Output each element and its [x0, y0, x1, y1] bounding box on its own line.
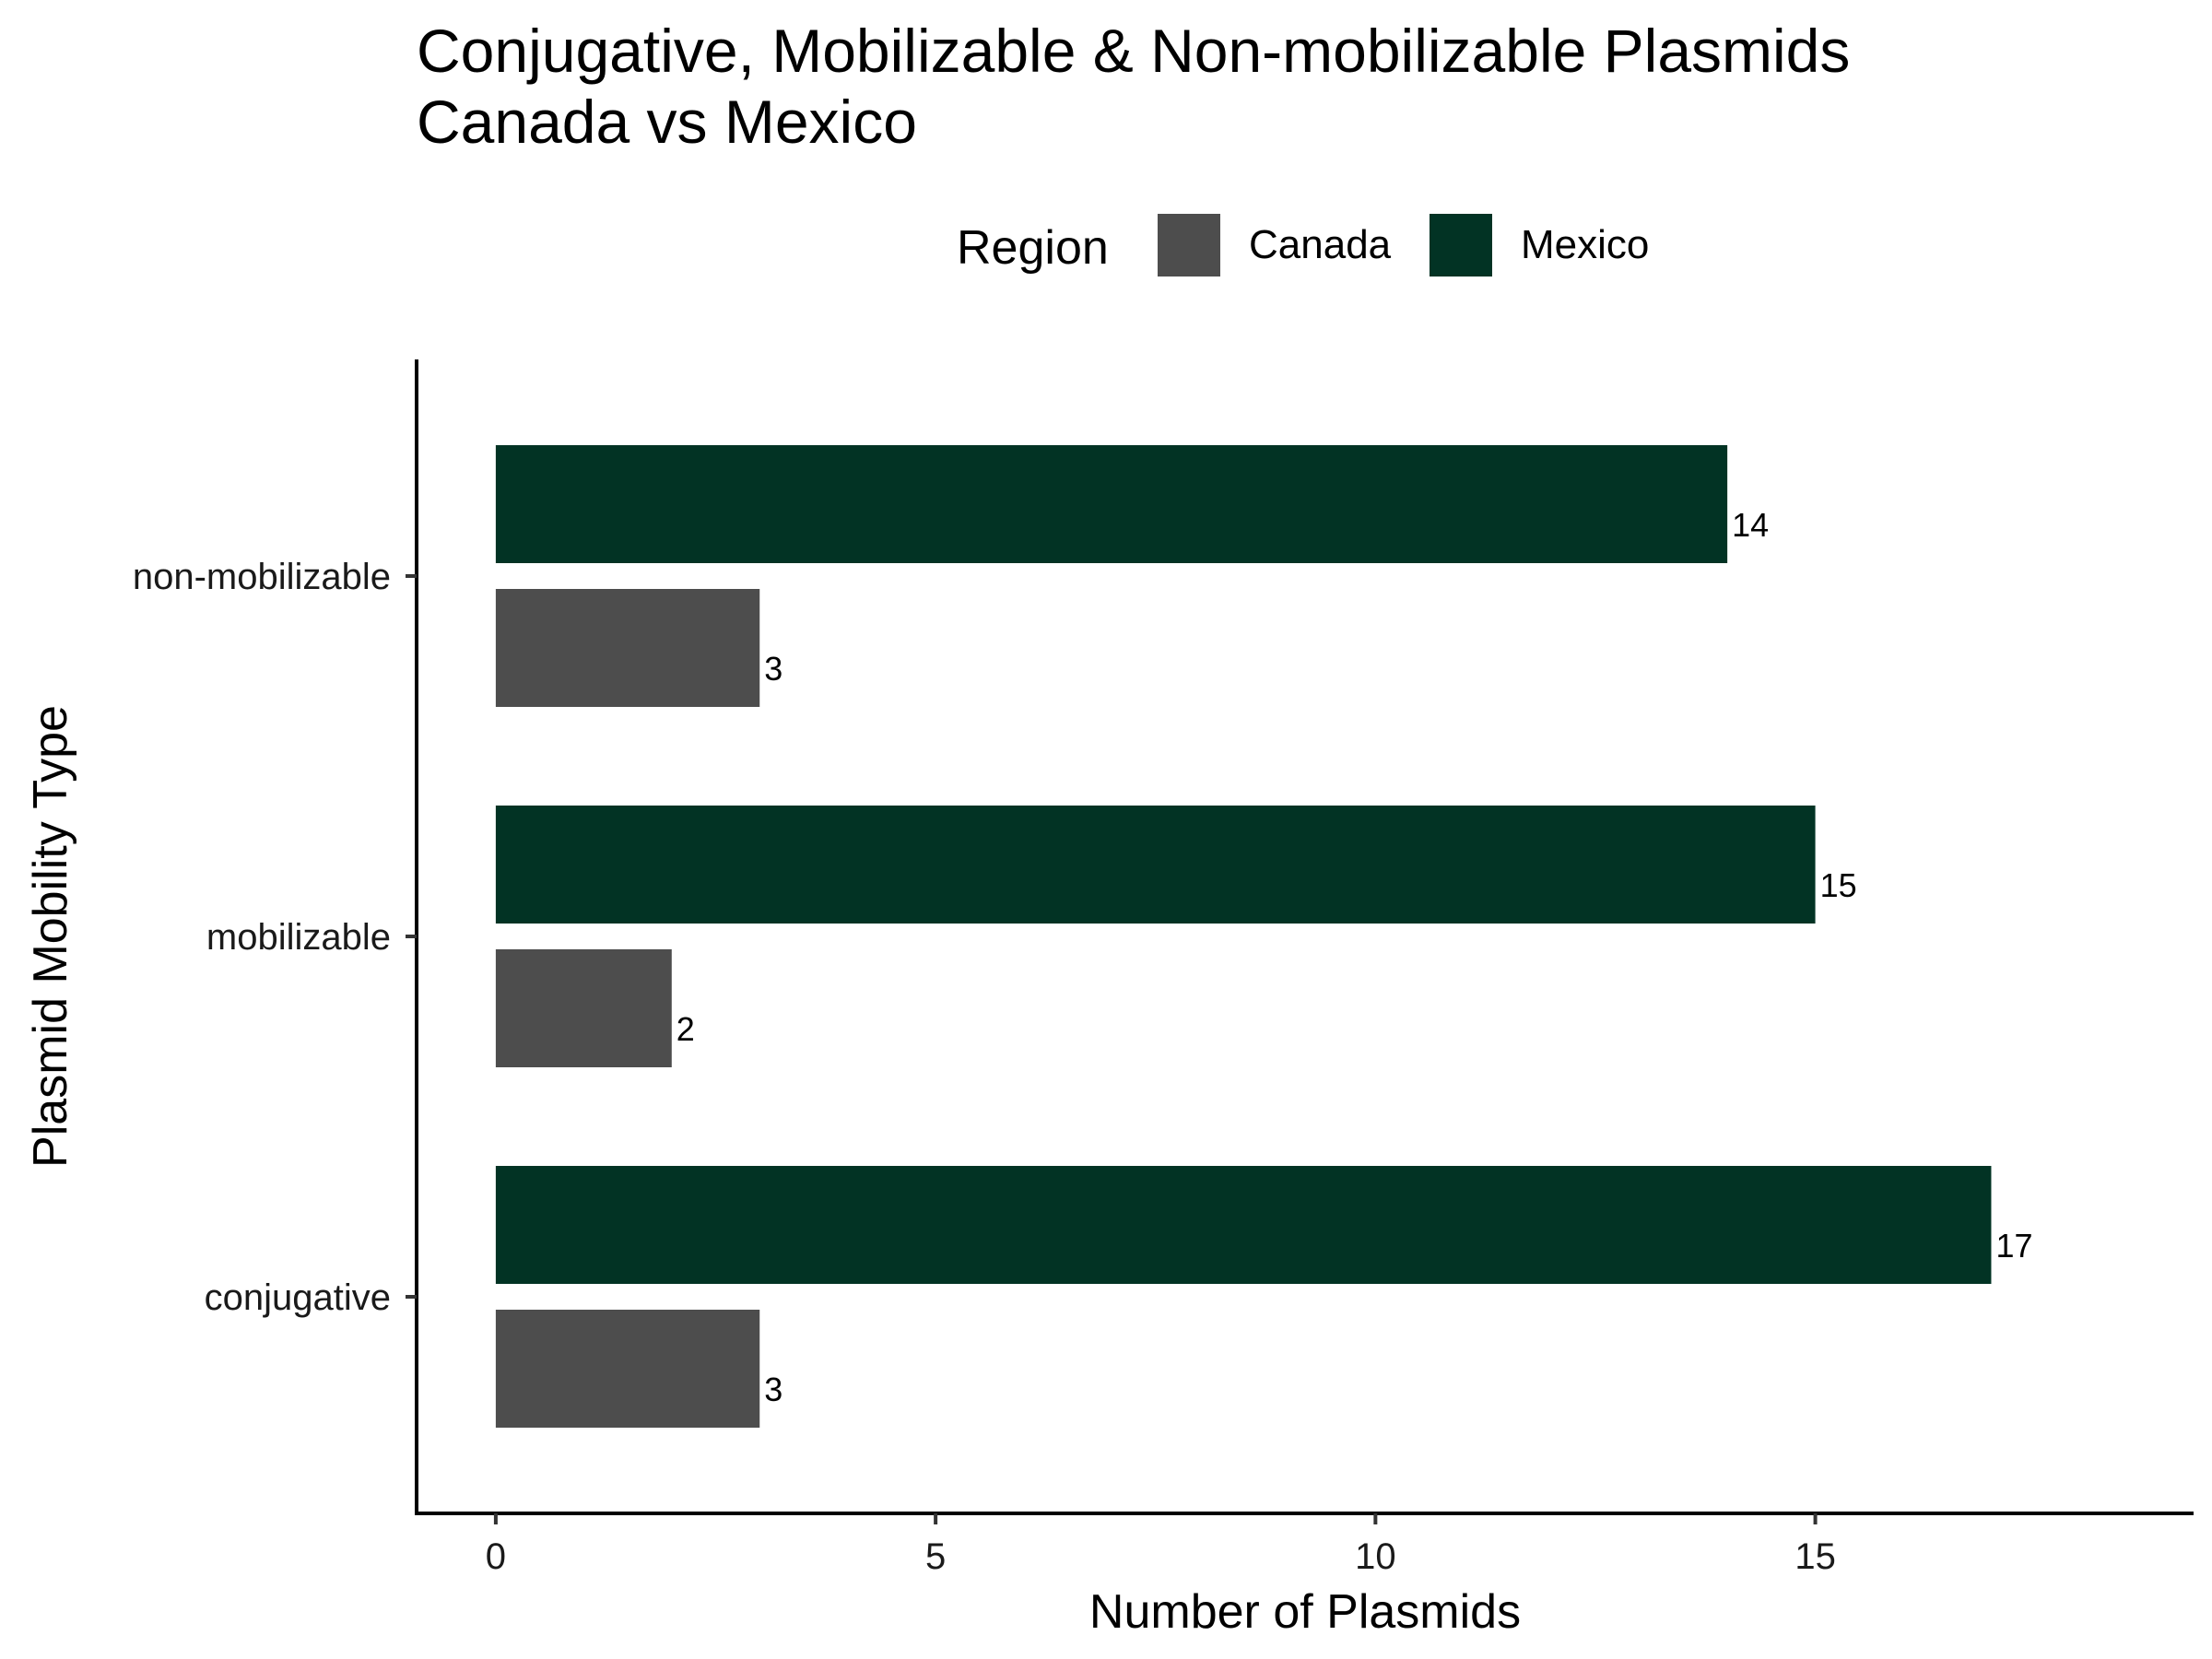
- y-axis-title: Plasmid Mobility Type: [24, 705, 77, 1168]
- x-tick-label-10: 10: [1355, 1536, 1396, 1577]
- x-tick-label-0: 0: [486, 1536, 506, 1577]
- y-tick-label-mobilizable: mobilizable: [206, 917, 391, 958]
- plot-area: 14 3 15 2 17 3: [495, 445, 2033, 1428]
- data-label-mobilizable-canada: 2: [677, 1010, 695, 1048]
- data-label-mobilizable-mexico: 15: [1820, 866, 1857, 904]
- chart-title: Conjugative, Mobilizable & Non-mobilizab…: [417, 17, 1850, 85]
- x-axis-title: Number of Plasmids: [1089, 1585, 1521, 1639]
- legend-label-canada: Canada: [1249, 222, 1392, 267]
- data-label-conjugative-mexico: 17: [1995, 1227, 2032, 1265]
- bar-conjugative-canada: [495, 1310, 760, 1428]
- data-label-non-mobilizable-canada: 3: [764, 650, 782, 688]
- data-label-non-mobilizable-mexico: 14: [1732, 506, 1769, 544]
- y-tick-label-conjugative: conjugative: [205, 1277, 391, 1318]
- x-tick-label-5: 5: [925, 1536, 946, 1577]
- y-tick-label-non-mobilizable: non-mobilizable: [133, 557, 391, 597]
- bar-non-mobilizable-mexico: [495, 445, 1728, 563]
- legend-swatch-canada: [1158, 214, 1220, 276]
- x-tick-label-15: 15: [1794, 1536, 1836, 1577]
- legend-title: Region: [957, 221, 1109, 275]
- chart-subtitle: Canada vs Mexico: [417, 88, 917, 156]
- legend-label-mexico: Mexico: [1521, 222, 1649, 267]
- bar-mobilizable-mexico: [495, 806, 1816, 924]
- bar-non-mobilizable-canada: [495, 589, 760, 707]
- bar-conjugative-mexico: [495, 1166, 1992, 1284]
- data-label-conjugative-canada: 3: [764, 1371, 782, 1408]
- legend: Region Canada Mexico: [957, 214, 1649, 276]
- bar-mobilizable-canada: [495, 949, 672, 1067]
- legend-swatch-mexico: [1430, 214, 1492, 276]
